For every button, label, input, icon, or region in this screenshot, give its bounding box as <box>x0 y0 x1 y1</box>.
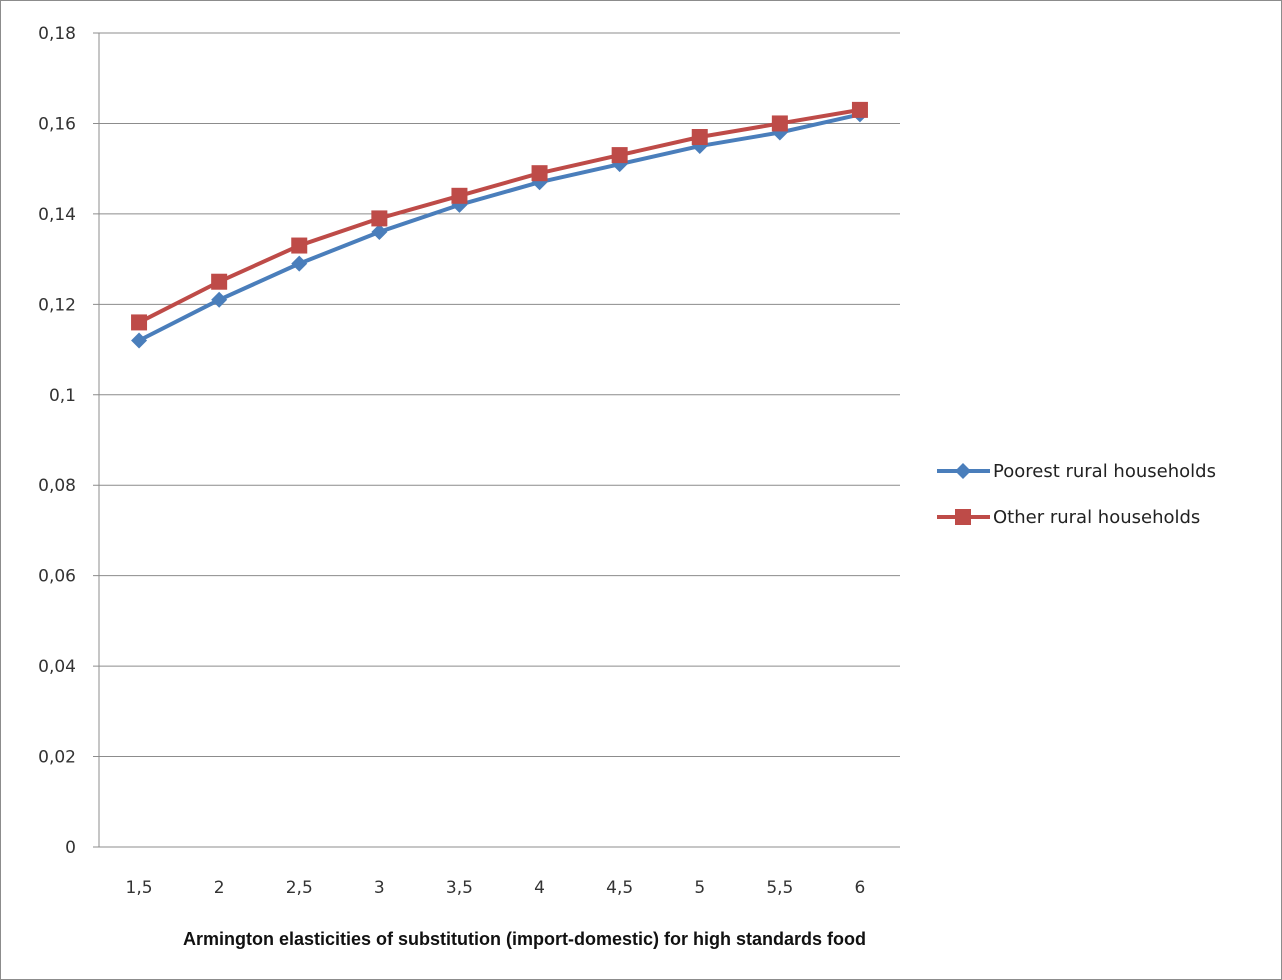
data-point <box>371 210 388 227</box>
y-tick-label: 0,14 <box>38 205 76 225</box>
legend-label: Poorest rural households <box>993 461 1216 482</box>
data-point <box>851 101 868 118</box>
x-tick-label: 4,5 <box>606 878 633 898</box>
y-tick-label: 0,04 <box>38 657 76 677</box>
x-tick-label: 2 <box>214 878 225 898</box>
y-tick-label: 0,08 <box>38 476 76 496</box>
series-1 <box>131 101 868 331</box>
data-point <box>691 129 708 146</box>
data-point <box>371 223 388 240</box>
series-line <box>138 107 861 325</box>
data-point <box>131 332 148 349</box>
legend-item: Other rural households <box>937 507 1200 528</box>
data-point <box>771 115 788 132</box>
series-line <box>138 112 861 343</box>
data-point <box>291 255 308 272</box>
y-tick-label: 0,1 <box>49 386 76 406</box>
legend-label: Other rural households <box>993 507 1200 528</box>
x-tick-label: 1,5 <box>126 878 153 898</box>
x-tick-label: 6 <box>855 878 866 898</box>
data-point <box>211 291 228 308</box>
x-tick-label: 3,5 <box>446 878 473 898</box>
data-point <box>531 165 548 182</box>
data-point <box>291 237 308 254</box>
y-tick-label: 0,16 <box>38 114 76 134</box>
gridlines <box>93 32 900 848</box>
x-tick-label: 4 <box>534 878 545 898</box>
data-point <box>211 273 228 290</box>
x-axis-ticks: 1,5 2 2,5 3 3,5 4 4,5 5 5,5 6 <box>126 878 866 898</box>
legend: Poorest rural households Other rural hous… <box>937 461 1216 528</box>
y-axis-ticks: 0 0,02 0,04 0,06 0,08 0,1 0,12 0,14 0,16 0,18 <box>38 24 76 858</box>
y-tick-label: 0,18 <box>38 24 76 44</box>
y-tick-label: 0 <box>65 838 76 858</box>
y-tick-label: 0,02 <box>38 748 76 768</box>
series-0 <box>131 106 868 349</box>
legend-marker <box>955 463 971 479</box>
series-layer <box>131 101 868 349</box>
legend-item: Poorest rural households <box>937 461 1216 482</box>
y-tick-label: 0,06 <box>38 567 76 587</box>
x-tick-label: 5,5 <box>766 878 793 898</box>
x-tick-label: 2,5 <box>286 878 313 898</box>
x-tick-label: 5 <box>694 878 705 898</box>
x-tick-label: 3 <box>374 878 385 898</box>
x-axis-title: Armington elasticities of substitution (… <box>183 929 866 949</box>
y-tick-label: 0,12 <box>38 295 76 315</box>
data-point <box>131 314 148 331</box>
data-point <box>611 147 628 164</box>
legend-marker <box>955 509 971 525</box>
data-point <box>451 187 468 204</box>
